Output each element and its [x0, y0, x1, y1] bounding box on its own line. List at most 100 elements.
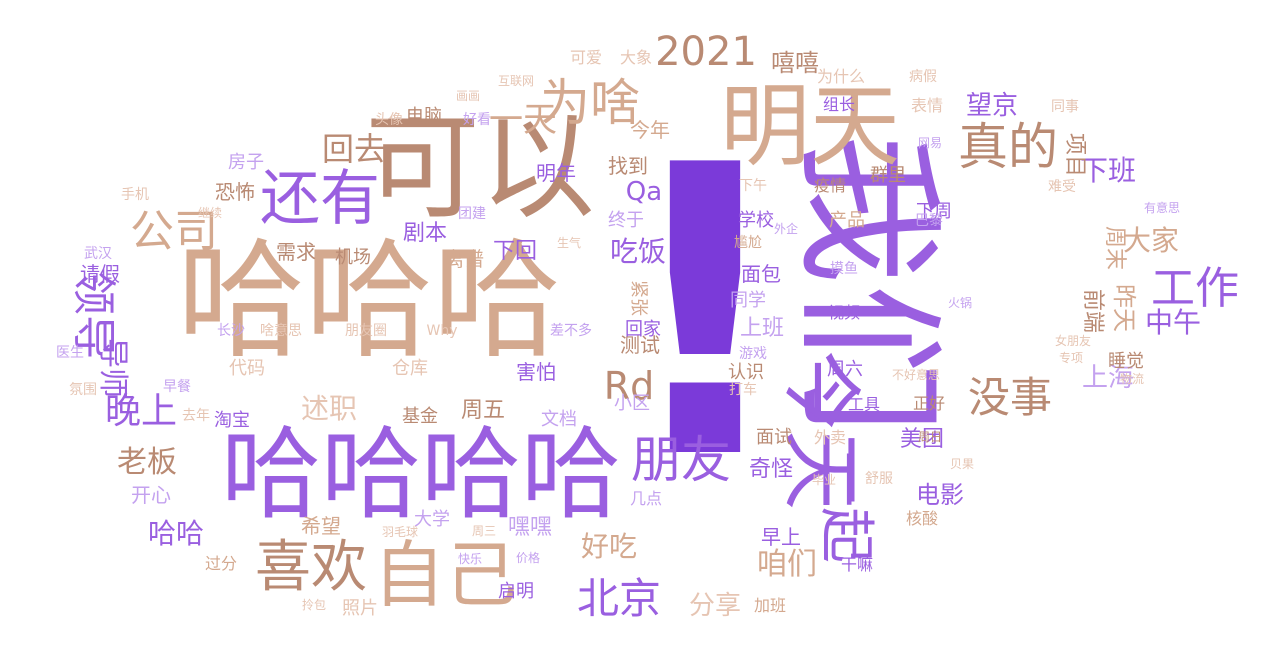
- word: 继续: [197, 206, 222, 220]
- word: 羽毛球: [381, 525, 418, 539]
- word: 面包: [741, 262, 781, 286]
- word: 学校: [738, 210, 774, 231]
- word: 周三: [471, 524, 496, 538]
- word: 嘻嘻: [771, 49, 819, 77]
- word: 外企: [773, 222, 798, 236]
- word: 害怕: [516, 360, 556, 384]
- word: 毕业: [811, 473, 836, 487]
- word: 下回: [492, 239, 537, 264]
- word: 今年: [630, 118, 670, 142]
- word: 周日: [917, 430, 942, 444]
- word: 启明: [498, 581, 534, 602]
- word: 哈哈: [147, 517, 204, 550]
- word: 周六: [827, 359, 863, 380]
- word: 火锅: [947, 296, 972, 310]
- word: 团建: [458, 206, 486, 222]
- word: 医生: [56, 345, 84, 361]
- word: 开心: [131, 483, 171, 507]
- word: 电脑: [406, 106, 442, 127]
- word: 病假: [909, 69, 937, 85]
- word: 请假: [80, 262, 120, 286]
- word: 上班: [739, 316, 784, 341]
- word: 早上: [761, 525, 801, 549]
- word: 有意思: [1143, 201, 1180, 215]
- word: 氛围: [69, 382, 97, 398]
- word: 小区: [614, 393, 650, 414]
- word: 拎包: [301, 598, 326, 612]
- word: 找到: [608, 154, 648, 178]
- word: 哈哈哈哈: [221, 416, 621, 533]
- word: 核酸: [905, 509, 938, 528]
- word: 互联网: [497, 74, 534, 88]
- word: 下午: [739, 178, 767, 194]
- word: 嘿嘿: [507, 515, 552, 540]
- word: 上海: [1081, 363, 1134, 393]
- word: 物流: [1119, 372, 1144, 386]
- word: !: [613, 82, 797, 547]
- word: 机场: [335, 247, 371, 268]
- word: 产品: [829, 210, 865, 231]
- word: 工具: [847, 395, 880, 414]
- word: 自己: [372, 533, 517, 617]
- word: 淘宝: [214, 410, 250, 431]
- word: 紧张: [628, 280, 649, 316]
- word: 好看: [463, 112, 491, 128]
- word: 尴尬: [734, 235, 762, 251]
- word: 项目: [1061, 132, 1087, 178]
- word: 画画: [455, 89, 480, 103]
- word: 面试: [756, 427, 792, 448]
- word: 代码: [229, 358, 265, 379]
- word: 回去: [321, 130, 386, 168]
- word: 一天: [489, 100, 557, 140]
- word: 群里: [870, 165, 906, 186]
- word: 快乐: [457, 552, 482, 566]
- word: 巴黎: [915, 213, 943, 229]
- word: 咱们: [757, 547, 817, 582]
- word: 下周: [916, 201, 952, 222]
- word: 明天: [720, 74, 900, 179]
- word: 照片: [342, 598, 378, 619]
- word: 生气: [556, 236, 581, 250]
- word: 外卖: [813, 428, 846, 447]
- word: 难受: [1048, 179, 1076, 195]
- word: 真的: [958, 118, 1058, 176]
- word: Why: [426, 323, 458, 339]
- word: 房子: [228, 152, 264, 173]
- word: 吃饭: [609, 235, 666, 268]
- word: 女朋友: [1054, 334, 1091, 348]
- word: 一起: [813, 451, 878, 563]
- word: 加班: [753, 596, 786, 615]
- word: 舒服: [865, 471, 893, 487]
- word: 疫情: [813, 176, 846, 195]
- word: 去年: [182, 408, 210, 424]
- word: 好吃: [580, 530, 637, 563]
- word: 为什么: [816, 67, 865, 86]
- word: 过分: [204, 554, 237, 573]
- word: 睡觉: [1108, 351, 1144, 372]
- word: 正好: [912, 394, 945, 413]
- word: 可爱: [569, 48, 602, 67]
- word: 恐怖: [215, 180, 255, 204]
- word: 明年: [536, 161, 576, 185]
- word: 手机: [121, 187, 149, 203]
- word: 打车: [729, 382, 757, 398]
- word: 几点: [629, 489, 662, 508]
- word: 同学: [730, 290, 766, 311]
- word: 朋友圈: [345, 323, 387, 339]
- word: 晚上: [104, 391, 177, 432]
- word: 电影: [916, 481, 964, 509]
- word: 同事: [1051, 99, 1079, 115]
- word: 工作: [1151, 263, 1239, 314]
- word: 武汉: [84, 246, 112, 262]
- word: 2021: [655, 29, 757, 75]
- word: 文档: [541, 409, 577, 430]
- word: 没事: [967, 373, 1052, 422]
- word: 导师: [95, 338, 130, 398]
- word: 不好意思: [891, 368, 940, 382]
- word: 大家: [1122, 224, 1179, 257]
- word: 干嘛: [840, 555, 873, 574]
- word: 基金: [402, 406, 438, 427]
- word: 组长: [822, 95, 855, 114]
- word: 公司: [130, 206, 218, 257]
